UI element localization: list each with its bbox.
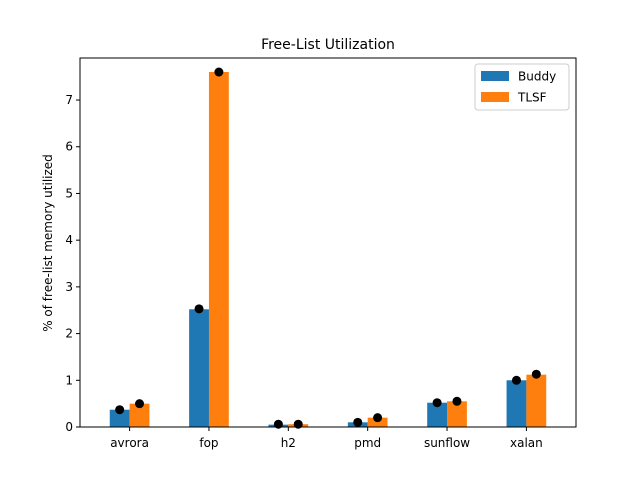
legend-label-buddy: Buddy — [518, 70, 556, 84]
bar-buddy-avrora — [109, 409, 130, 427]
y-tick-label: 0 — [65, 420, 73, 434]
marker-tlsf-h2 — [293, 419, 303, 429]
legend-swatch-tlsf — [481, 92, 509, 102]
x-tick-label: fop — [199, 436, 218, 450]
marker-buddy-xalan — [511, 375, 521, 385]
bar-buddy-sunflow — [427, 402, 448, 427]
legend-swatch-buddy — [481, 71, 509, 81]
bar-buddy-fop — [189, 309, 209, 427]
y-tick-label: 1 — [65, 373, 73, 387]
x-tick-label: pmd — [354, 436, 381, 450]
marker-buddy-pmd — [353, 417, 363, 427]
marker-tlsf-fop — [214, 67, 224, 77]
y-axis-label: % of free-list memory utilized — [41, 154, 55, 332]
marker-buddy-fop — [194, 304, 204, 314]
marker-tlsf-pmd — [373, 413, 383, 423]
y-tick-label: 2 — [65, 327, 73, 341]
bar-tlsf-pmd — [367, 417, 388, 427]
chart-title: Free-List Utilization — [261, 37, 395, 53]
bar-tlsf-sunflow — [447, 401, 467, 427]
y-tick-label: 4 — [65, 233, 73, 247]
axes-frame — [79, 57, 577, 428]
y-tick-label: 7 — [65, 93, 73, 107]
bar-tlsf-fop — [208, 72, 229, 427]
y-tick-label: 3 — [65, 280, 73, 294]
marker-tlsf-sunflow — [452, 396, 462, 406]
marker-tlsf-avrora — [135, 399, 145, 409]
x-tick-label: xalan — [510, 436, 543, 450]
marker-buddy-h2 — [273, 419, 283, 429]
y-tick-label: 5 — [65, 186, 73, 200]
y-tick-label: 6 — [65, 140, 73, 154]
x-tick-label: sunflow — [424, 436, 470, 450]
bar-tlsf-avrora — [129, 403, 150, 427]
x-tick-label: h2 — [281, 436, 296, 450]
legend-label-tlsf: TLSF — [517, 91, 547, 105]
plot-area: avrora fop h2 pmd sunflow xalan 0 1 2 3 4 5 6 7 Buddy T… — [65, 57, 577, 450]
marker-tlsf-xalan — [531, 369, 541, 379]
bar-tlsf-xalan — [526, 374, 547, 427]
bar-buddy-xalan — [506, 380, 527, 427]
marker-buddy-avrora — [115, 405, 125, 415]
marker-buddy-sunflow — [432, 398, 442, 408]
x-tick-label: avrora — [110, 436, 149, 450]
